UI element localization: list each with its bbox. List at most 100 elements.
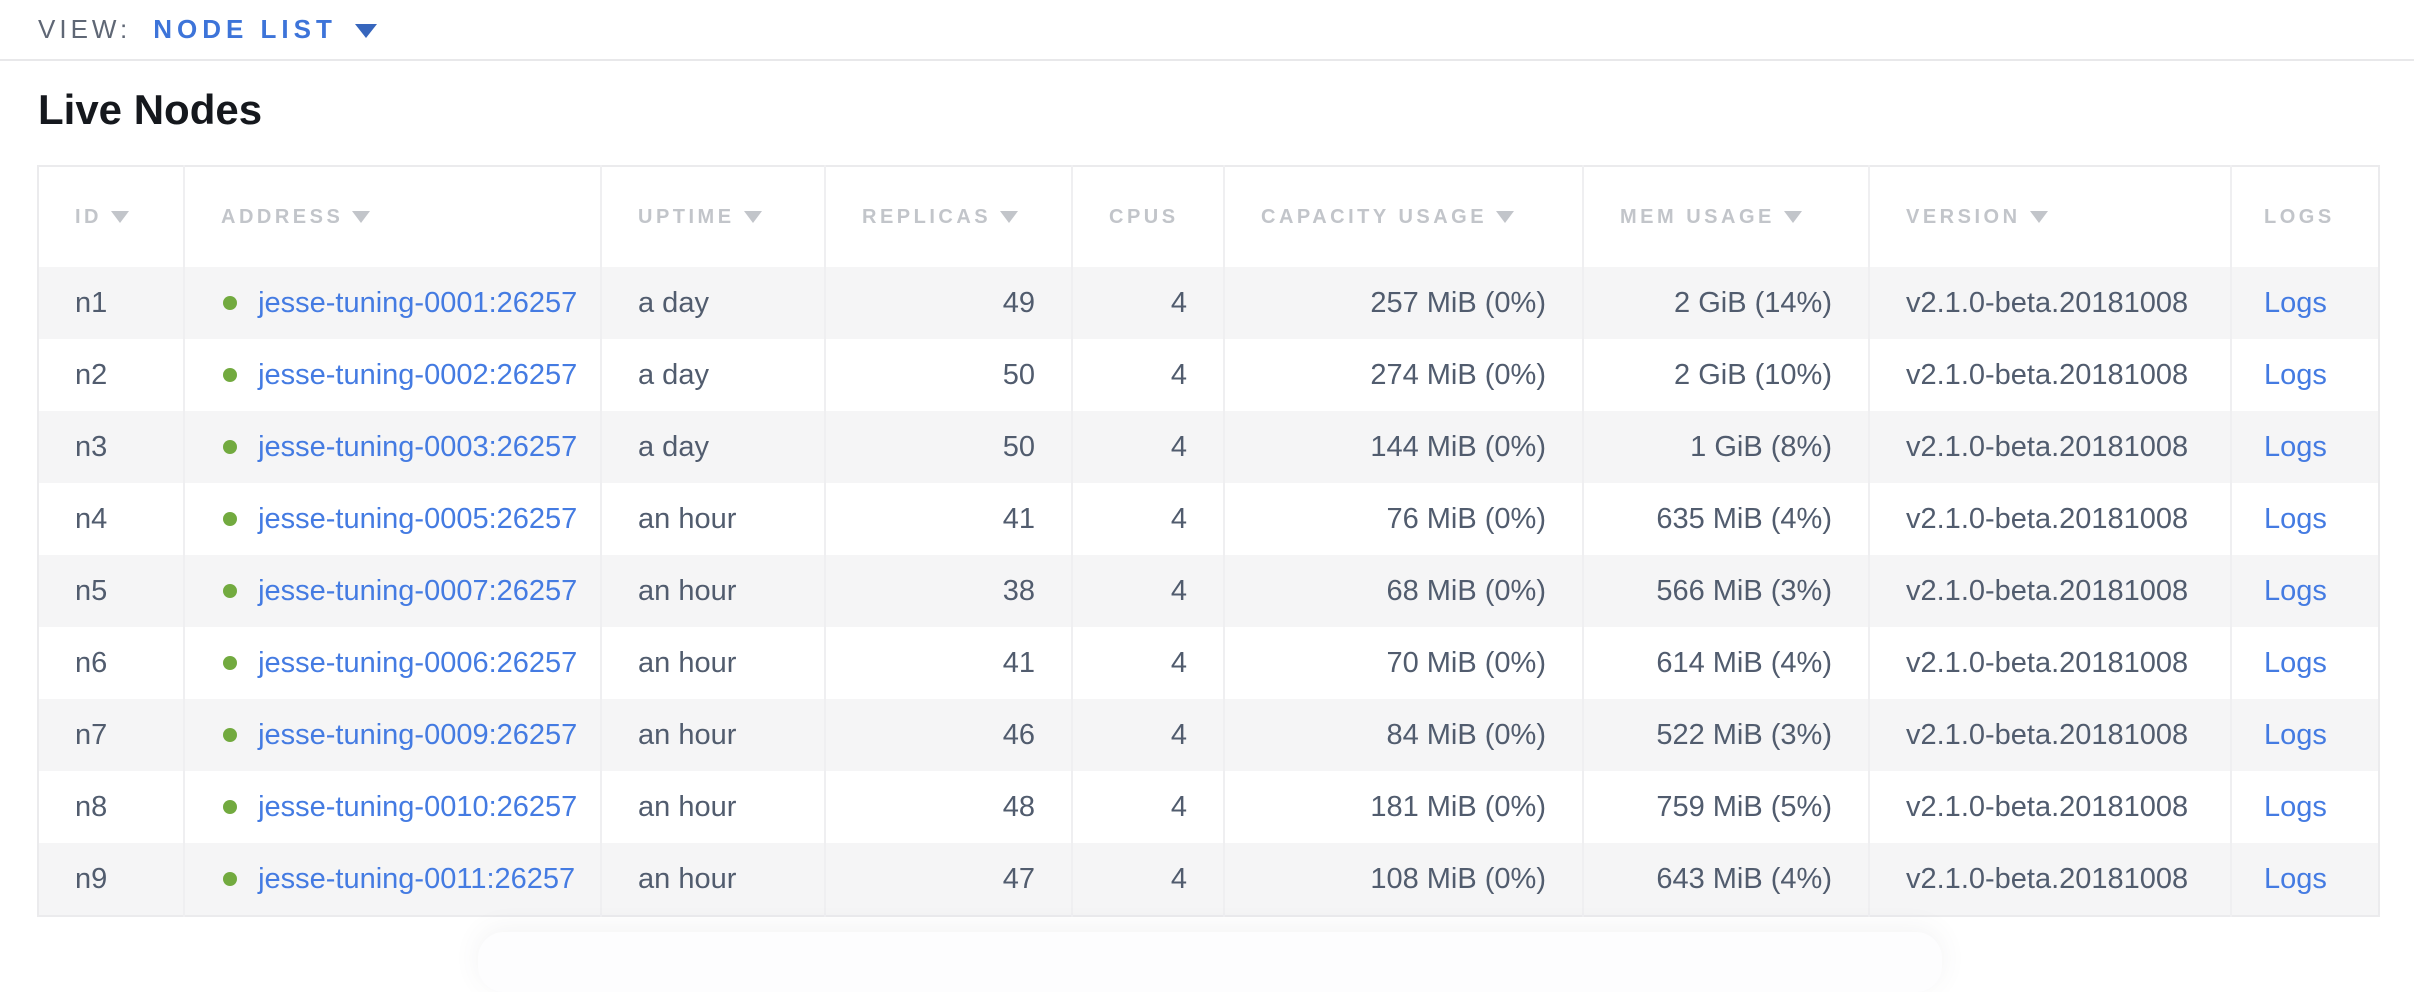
node-version-cell: v2.1.0-beta.20181008 bbox=[1869, 555, 2232, 627]
node-address-link[interactable]: jesse-tuning-0009:26257 bbox=[258, 718, 578, 751]
column-header-replicas[interactable]: REPLICAS bbox=[825, 166, 1073, 267]
table-row: n7 jesse-tuning-0009:26257 an hour 46 4 … bbox=[38, 699, 2379, 771]
node-cpus-cell: 4 bbox=[1072, 627, 1225, 699]
column-header-address[interactable]: ADDRESS bbox=[184, 166, 602, 267]
node-address-cell: jesse-tuning-0010:26257 bbox=[184, 771, 602, 843]
node-replicas-cell: 46 bbox=[825, 699, 1073, 771]
column-header-mem_usage[interactable]: MEM USAGE bbox=[1583, 166, 1870, 267]
node-uptime-cell: an hour bbox=[601, 555, 826, 627]
node-address-link[interactable]: jesse-tuning-0003:26257 bbox=[258, 430, 578, 463]
node-address-link[interactable]: jesse-tuning-0007:26257 bbox=[258, 574, 578, 607]
node-mem-usage-cell: 614 MiB (4%) bbox=[1583, 627, 1870, 699]
node-address-link[interactable]: jesse-tuning-0005:26257 bbox=[258, 502, 578, 535]
node-mem-usage-cell: 522 MiB (3%) bbox=[1583, 699, 1870, 771]
node-logs-cell: Logs bbox=[2231, 483, 2379, 555]
node-address-cell: jesse-tuning-0005:26257 bbox=[184, 483, 602, 555]
view-dropdown-value: NODE LIST bbox=[153, 14, 337, 44]
column-header-logs: LOGS bbox=[2231, 166, 2379, 267]
node-mem-usage-cell: 635 MiB (4%) bbox=[1583, 483, 1870, 555]
table-row: n4 jesse-tuning-0005:26257 an hour 41 4 … bbox=[38, 483, 2379, 555]
node-logs-cell: Logs bbox=[2231, 627, 2379, 699]
node-uptime-cell: an hour bbox=[601, 771, 826, 843]
column-header-label: ID bbox=[75, 205, 102, 228]
node-logs-link[interactable]: Logs bbox=[2264, 430, 2327, 463]
node-cpus-cell: 4 bbox=[1072, 843, 1225, 916]
node-address-link[interactable]: jesse-tuning-0006:26257 bbox=[258, 646, 578, 679]
node-cpus-cell: 4 bbox=[1072, 555, 1225, 627]
node-address-cell: jesse-tuning-0009:26257 bbox=[184, 699, 602, 771]
chevron-down-icon bbox=[354, 24, 377, 38]
node-live-status-icon bbox=[223, 727, 237, 742]
column-header-label: REPLICAS bbox=[862, 205, 992, 228]
header-row: ID ADDRESS UPTIME REPLICAS CPUS CAPACITY USAG… bbox=[38, 166, 2379, 267]
node-logs-cell: Logs bbox=[2231, 411, 2379, 483]
node-cpus-cell: 4 bbox=[1072, 699, 1225, 771]
node-uptime-cell: an hour bbox=[601, 483, 826, 555]
node-address-link[interactable]: jesse-tuning-0001:26257 bbox=[258, 286, 578, 319]
view-label: VIEW: bbox=[38, 14, 132, 44]
node-version-cell: v2.1.0-beta.20181008 bbox=[1869, 699, 2232, 771]
node-capacity-usage-cell: 274 MiB (0%) bbox=[1224, 339, 1584, 411]
node-logs-link[interactable]: Logs bbox=[2264, 646, 2327, 679]
node-logs-link[interactable]: Logs bbox=[2264, 790, 2327, 823]
node-id-cell: n3 bbox=[38, 411, 185, 483]
sort-caret-icon bbox=[1783, 210, 1802, 223]
column-header-label: CAPACITY USAGE bbox=[1261, 205, 1488, 228]
below-fold-card-shadow bbox=[478, 932, 1942, 992]
column-header-id[interactable]: ID bbox=[38, 166, 185, 267]
node-id-cell: n1 bbox=[38, 267, 185, 339]
node-id-cell: n5 bbox=[38, 555, 185, 627]
node-cpus-cell: 4 bbox=[1072, 771, 1225, 843]
view-dropdown[interactable]: NODE LIST bbox=[153, 14, 377, 45]
node-logs-link[interactable]: Logs bbox=[2264, 574, 2327, 607]
live-nodes-table: ID ADDRESS UPTIME REPLICAS CPUS CAPACITY USAG… bbox=[37, 165, 2380, 917]
view-bar: VIEW: NODE LIST bbox=[0, 0, 2414, 61]
table-row: n1 jesse-tuning-0001:26257 a day 49 4 25… bbox=[38, 267, 2379, 339]
node-live-status-icon bbox=[223, 439, 237, 454]
node-mem-usage-cell: 2 GiB (10%) bbox=[1583, 339, 1870, 411]
node-uptime-cell: a day bbox=[601, 411, 826, 483]
node-address-cell: jesse-tuning-0001:26257 bbox=[184, 267, 602, 339]
node-replicas-cell: 50 bbox=[825, 411, 1073, 483]
node-address-link[interactable]: jesse-tuning-0002:26257 bbox=[258, 358, 578, 391]
table-row: n2 jesse-tuning-0002:26257 a day 50 4 27… bbox=[38, 339, 2379, 411]
node-id-cell: n4 bbox=[38, 483, 185, 555]
node-id-cell: n9 bbox=[38, 843, 185, 916]
node-live-status-icon bbox=[223, 799, 237, 814]
node-capacity-usage-cell: 108 MiB (0%) bbox=[1224, 843, 1584, 916]
node-logs-link[interactable]: Logs bbox=[2264, 718, 2327, 751]
node-logs-cell: Logs bbox=[2231, 771, 2379, 843]
node-capacity-usage-cell: 144 MiB (0%) bbox=[1224, 411, 1584, 483]
node-logs-link[interactable]: Logs bbox=[2264, 286, 2327, 319]
node-version-cell: v2.1.0-beta.20181008 bbox=[1869, 339, 2232, 411]
node-logs-link[interactable]: Logs bbox=[2264, 502, 2327, 535]
node-live-status-icon bbox=[223, 871, 237, 886]
node-logs-link[interactable]: Logs bbox=[2264, 862, 2327, 895]
node-live-status-icon bbox=[223, 583, 237, 598]
node-logs-link[interactable]: Logs bbox=[2264, 358, 2327, 391]
node-uptime-cell: an hour bbox=[601, 627, 826, 699]
node-address-cell: jesse-tuning-0002:26257 bbox=[184, 339, 602, 411]
node-address-cell: jesse-tuning-0006:26257 bbox=[184, 627, 602, 699]
node-address-link[interactable]: jesse-tuning-0011:26257 bbox=[258, 862, 576, 895]
page-title: Live Nodes bbox=[38, 86, 263, 133]
node-logs-cell: Logs bbox=[2231, 843, 2379, 916]
node-logs-cell: Logs bbox=[2231, 339, 2379, 411]
column-header-version[interactable]: VERSION bbox=[1869, 166, 2232, 267]
node-capacity-usage-cell: 70 MiB (0%) bbox=[1224, 627, 1584, 699]
node-version-cell: v2.1.0-beta.20181008 bbox=[1869, 267, 2232, 339]
node-mem-usage-cell: 566 MiB (3%) bbox=[1583, 555, 1870, 627]
column-header-label: CPUS bbox=[1109, 205, 1179, 228]
node-cpus-cell: 4 bbox=[1072, 411, 1225, 483]
node-mem-usage-cell: 643 MiB (4%) bbox=[1583, 843, 1870, 916]
column-header-uptime[interactable]: UPTIME bbox=[601, 166, 826, 267]
node-replicas-cell: 41 bbox=[825, 627, 1073, 699]
node-capacity-usage-cell: 84 MiB (0%) bbox=[1224, 699, 1584, 771]
column-header-capacity_usage[interactable]: CAPACITY USAGE bbox=[1224, 166, 1584, 267]
node-uptime-cell: a day bbox=[601, 339, 826, 411]
node-replicas-cell: 47 bbox=[825, 843, 1073, 916]
node-address-link[interactable]: jesse-tuning-0010:26257 bbox=[258, 790, 578, 823]
node-id-cell: n6 bbox=[38, 627, 185, 699]
node-replicas-cell: 48 bbox=[825, 771, 1073, 843]
sort-caret-icon bbox=[2029, 210, 2048, 223]
